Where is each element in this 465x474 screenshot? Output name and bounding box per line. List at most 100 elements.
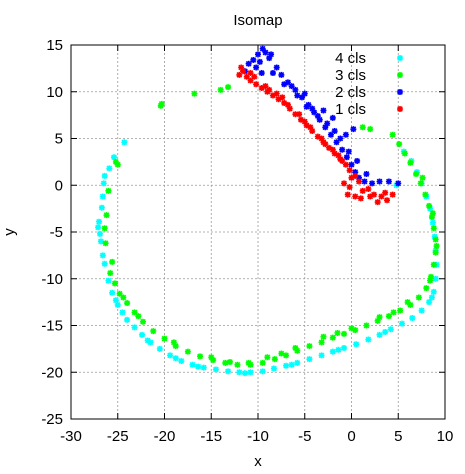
data-point bbox=[101, 172, 108, 179]
data-point bbox=[318, 339, 325, 346]
data-point bbox=[266, 86, 273, 93]
data-point bbox=[96, 218, 103, 225]
data-point bbox=[322, 124, 329, 131]
data-point bbox=[430, 261, 437, 268]
data-point bbox=[298, 94, 305, 101]
data-point bbox=[275, 96, 282, 103]
x-tick-label: -25 bbox=[107, 428, 129, 445]
data-point bbox=[178, 358, 185, 365]
data-point bbox=[324, 120, 331, 127]
data-point bbox=[106, 165, 113, 172]
data-point bbox=[222, 359, 229, 366]
y-tick-label: 10 bbox=[46, 84, 63, 101]
data-point bbox=[359, 187, 366, 194]
data-point bbox=[284, 79, 291, 86]
data-point bbox=[225, 368, 232, 375]
data-point bbox=[298, 116, 305, 123]
data-point bbox=[354, 157, 361, 164]
data-point bbox=[432, 249, 439, 256]
data-point bbox=[105, 187, 112, 194]
data-point bbox=[426, 299, 433, 306]
chart-title: Isomap bbox=[233, 12, 282, 29]
data-point bbox=[432, 275, 439, 282]
data-point bbox=[135, 313, 142, 320]
data-point bbox=[184, 348, 191, 355]
y-tick-label: -15 bbox=[41, 318, 63, 335]
data-point bbox=[370, 191, 377, 198]
data-point bbox=[376, 331, 383, 338]
data-point bbox=[112, 158, 119, 165]
data-point bbox=[259, 368, 266, 375]
data-point bbox=[172, 355, 179, 362]
data-point bbox=[292, 86, 299, 93]
data-point bbox=[374, 317, 381, 324]
data-point bbox=[121, 139, 128, 146]
data-point bbox=[243, 73, 250, 80]
data-point bbox=[266, 55, 273, 62]
data-point bbox=[269, 70, 276, 77]
data-point bbox=[119, 309, 126, 316]
data-point bbox=[419, 174, 426, 181]
legend-label: 4 cls bbox=[335, 50, 366, 67]
data-point bbox=[352, 193, 359, 200]
data-point bbox=[329, 334, 336, 341]
y-tick-label: -20 bbox=[41, 364, 63, 381]
data-point bbox=[365, 185, 372, 192]
data-point bbox=[353, 341, 360, 348]
data-point bbox=[318, 135, 325, 142]
data-point bbox=[429, 210, 436, 217]
data-point bbox=[253, 81, 260, 88]
data-point bbox=[428, 294, 435, 301]
data-point bbox=[385, 178, 392, 185]
data-point bbox=[271, 356, 278, 363]
data-points bbox=[95, 45, 440, 377]
data-point bbox=[359, 124, 366, 131]
data-point bbox=[212, 366, 219, 373]
y-tick-label: -5 bbox=[50, 224, 63, 241]
data-point bbox=[397, 307, 404, 314]
data-point bbox=[109, 289, 116, 296]
data-point bbox=[236, 71, 243, 78]
data-point bbox=[352, 169, 359, 176]
data-point bbox=[363, 322, 370, 329]
data-point bbox=[320, 333, 327, 340]
data-point bbox=[350, 126, 357, 133]
data-point bbox=[433, 243, 440, 250]
data-point bbox=[348, 161, 355, 168]
y-axis-label: y bbox=[1, 228, 18, 236]
y-tick-label: 5 bbox=[55, 131, 63, 148]
data-point bbox=[264, 354, 271, 361]
data-point bbox=[281, 81, 288, 88]
data-point bbox=[256, 58, 263, 65]
data-point bbox=[114, 161, 121, 168]
data-point bbox=[335, 152, 342, 159]
data-point bbox=[361, 178, 368, 185]
data-point bbox=[341, 344, 348, 351]
data-point bbox=[247, 77, 254, 84]
data-point bbox=[172, 343, 179, 350]
data-point bbox=[337, 135, 344, 142]
data-point bbox=[250, 56, 257, 63]
data-point bbox=[245, 60, 252, 67]
data-point bbox=[311, 109, 318, 116]
y-tick-label: 0 bbox=[55, 177, 63, 194]
data-point bbox=[107, 270, 114, 277]
data-point bbox=[367, 126, 374, 133]
data-point bbox=[234, 361, 241, 368]
data-point bbox=[334, 329, 341, 336]
data-point bbox=[258, 85, 265, 92]
data-point bbox=[427, 205, 434, 212]
data-point bbox=[365, 336, 372, 343]
x-tick-label: 5 bbox=[394, 428, 402, 445]
data-point bbox=[339, 146, 346, 153]
data-point bbox=[382, 189, 389, 196]
data-point bbox=[430, 225, 437, 232]
data-point bbox=[335, 346, 342, 353]
data-point bbox=[247, 369, 254, 376]
data-point bbox=[345, 148, 352, 155]
data-point bbox=[150, 328, 157, 335]
data-point bbox=[367, 193, 374, 200]
data-point bbox=[376, 178, 383, 185]
data-point bbox=[384, 197, 391, 204]
x-tick-label: -5 bbox=[298, 428, 311, 445]
